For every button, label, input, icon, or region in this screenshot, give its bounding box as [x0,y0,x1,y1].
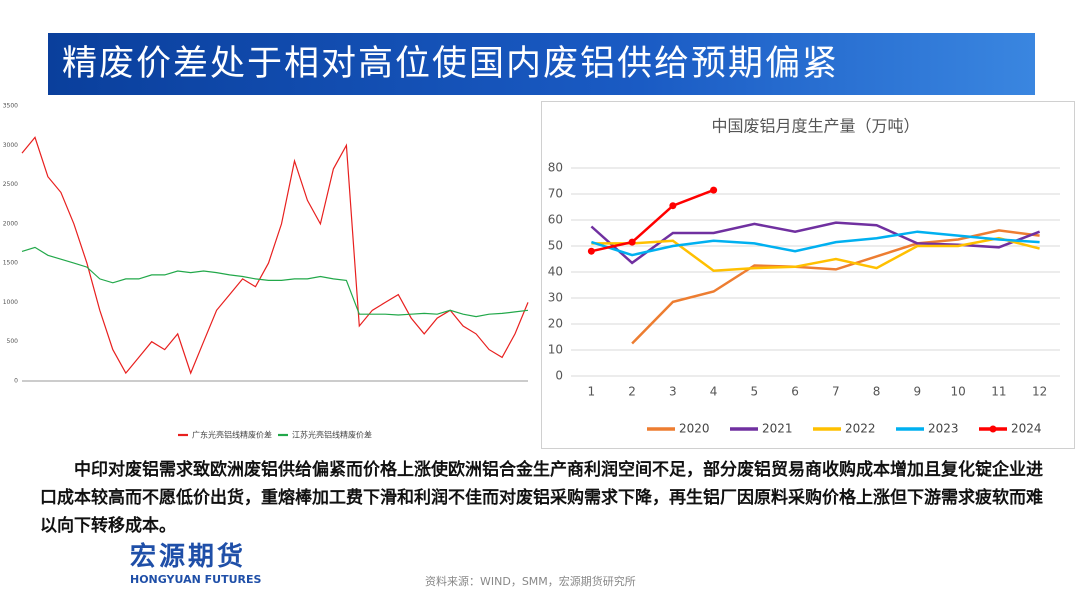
series-line [591,230,1040,257]
series-line [591,236,1040,272]
y-tick-label: 70 [548,187,563,201]
point-marker [710,186,718,194]
legend-label: 2020 [679,422,710,436]
y-tick-label: 60 [548,213,563,227]
legend-marker [989,425,997,433]
x-tick-label: 12 [1032,385,1047,399]
x-tick-label: 1 [588,385,596,399]
source: 资料来源：WIND，SMM，宏源期货研究所 [425,575,636,588]
logo-name: 宏源期货 [130,542,247,572]
left-chart: 0 500 1000 1500 2000 2500 3000 3500 广东光亮铝线精废价差 江苏… [3,103,529,440]
y-tick-label: 3500 [3,103,18,110]
x-tick-label: 2 [628,385,636,399]
chart-title: 中国废铝月度生产量（万吨） [711,117,919,136]
y-tick-label: 0 [555,369,563,383]
legend-label: 广东光亮铝线精废价差 [192,430,272,440]
legend-label: 2021 [762,422,793,436]
y-tick-label: 1000 [3,299,18,306]
series-line [591,188,715,253]
legend-label: 2022 [845,422,876,436]
series-line [21,246,529,318]
y-tick-label: 0 [14,378,18,385]
y-tick-label: 50 [548,239,563,253]
y-tick-label: 40 [548,265,563,279]
y-tick-label: 80 [548,161,563,175]
x-tick-label: 11 [991,385,1006,399]
x-tick-label: 3 [669,385,677,399]
legend-label: 2024 [1011,422,1042,436]
y-tick-label: 10 [548,343,563,357]
series-line [21,136,529,375]
x-tick-label: 10 [950,385,965,399]
point-marker [669,202,677,210]
x-tick-label: 8 [873,385,881,399]
x-tick-label: 5 [751,385,759,399]
y-tick-label: 30 [548,291,563,305]
logo: 宏源期货 HONGYUAN FUTURES [130,536,320,586]
point-marker [587,247,595,255]
point-marker [628,238,636,246]
body-text: 中印对废铝需求致欧洲废铝供给偏紧而价格上涨使欧洲铝合金生产商利润空间不足，部分废… [40,460,1043,536]
logo-english: HONGYUAN FUTURES [130,573,262,586]
y-tick-label: 2500 [3,181,18,188]
y-tick-label: 500 [7,338,19,345]
legend-label: 江苏光亮铝线精废价差 [292,430,372,440]
series-line [631,229,1040,345]
x-tick-label: 7 [832,385,840,399]
y-tick-label: 20 [548,317,563,331]
x-tick-label: 6 [791,385,799,399]
y-tick-label: 3000 [3,142,18,149]
y-tick-label: 1500 [3,260,18,267]
legend-label: 2023 [928,422,959,436]
x-tick-label: 9 [914,385,922,399]
y-tick-label: 2000 [3,220,18,227]
x-tick-label: 4 [710,385,718,399]
title-banner: 精废价差处于相对高位使国内废铝供给预期偏紧 [48,33,1035,95]
